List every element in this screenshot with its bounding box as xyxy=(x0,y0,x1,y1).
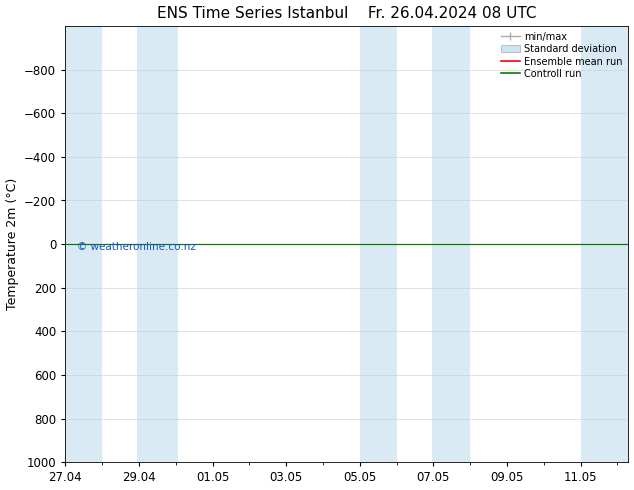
Y-axis label: Temperature 2m (°C): Temperature 2m (°C) xyxy=(6,178,18,310)
Bar xyxy=(432,26,470,463)
Bar xyxy=(581,26,628,463)
Bar xyxy=(65,26,102,463)
Title: ENS Time Series Istanbul    Fr. 26.04.2024 08 UTC: ENS Time Series Istanbul Fr. 26.04.2024 … xyxy=(157,5,536,21)
Bar xyxy=(137,26,178,463)
Legend: min/max, Standard deviation, Ensemble mean run, Controll run: min/max, Standard deviation, Ensemble me… xyxy=(497,28,626,83)
Bar xyxy=(359,26,396,463)
Text: © weatheronline.co.nz: © weatheronline.co.nz xyxy=(77,242,195,252)
